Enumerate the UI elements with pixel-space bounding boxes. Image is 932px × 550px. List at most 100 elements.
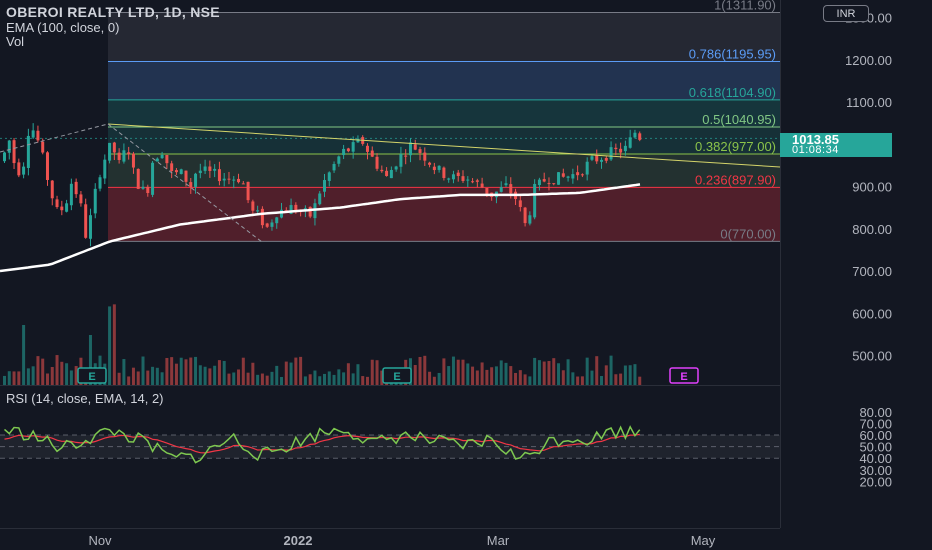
- candle-body: [370, 150, 374, 157]
- volume-bar: [485, 369, 489, 385]
- ema-legend[interactable]: EMA (100, close, 0): [6, 20, 120, 35]
- volume-bar: [241, 357, 245, 385]
- candle-body: [394, 166, 398, 170]
- price-tick-label: 600.00: [852, 306, 892, 321]
- candle-body: [461, 176, 465, 181]
- volume-bar: [600, 376, 604, 385]
- candle-body: [590, 156, 594, 160]
- candle-body: [576, 172, 580, 176]
- candle-body: [580, 174, 584, 176]
- candle-body: [189, 182, 193, 188]
- candle-body: [628, 137, 632, 148]
- candle-body: [542, 179, 546, 182]
- candle-body: [108, 142, 112, 161]
- candle-body: [246, 181, 250, 201]
- volume-bar: [585, 357, 589, 385]
- candle-body: [7, 140, 11, 153]
- candle-body: [523, 207, 527, 224]
- rsi-tick-label: 60.00: [859, 428, 892, 443]
- candle-body: [22, 166, 26, 175]
- ema-line: [0, 183, 641, 273]
- volume-bar: [17, 371, 21, 385]
- volume-legend[interactable]: Vol: [6, 34, 25, 49]
- rsi-tick-label: 50.00: [859, 440, 892, 455]
- candle-body: [623, 145, 627, 152]
- volume-bar: [155, 367, 159, 385]
- candle-body: [208, 166, 212, 171]
- symbol-title[interactable]: OBEROI REALTY LTD, 1D, NSE: [6, 4, 220, 20]
- volume-bar: [370, 359, 374, 385]
- currency-button[interactable]: INR: [823, 5, 869, 22]
- candle-body: [270, 222, 274, 227]
- candle-body: [174, 170, 178, 173]
- volume-bar: [184, 359, 188, 385]
- volume-bar: [623, 365, 627, 385]
- candle-body: [45, 152, 49, 180]
- candle-body: [36, 130, 40, 141]
- candles-group: [3, 123, 642, 247]
- candle-body: [17, 162, 21, 176]
- candle-body: [251, 201, 255, 211]
- volume-bar: [160, 372, 164, 385]
- time-tick-label: 2022: [284, 533, 313, 548]
- volume-bar: [194, 356, 198, 385]
- volume-bar: [141, 356, 145, 385]
- volume-bar: [461, 359, 465, 385]
- candle-body: [585, 161, 589, 175]
- volume-bar: [418, 356, 422, 385]
- candle-body: [528, 215, 532, 224]
- volume-bar: [590, 370, 594, 385]
- volume-bar: [456, 359, 460, 385]
- candle-body: [466, 179, 470, 181]
- candle-body: [280, 209, 284, 218]
- volume-bar: [533, 357, 537, 385]
- fib-level-label: 0(770.00): [720, 226, 776, 241]
- volume-bar: [327, 371, 331, 385]
- time-tick-label: Mar: [487, 533, 510, 548]
- volume-bar: [466, 363, 470, 385]
- volume-bar: [490, 367, 494, 385]
- rsi-line: [4, 425, 641, 464]
- candle-body: [480, 183, 484, 188]
- volume-bar: [633, 364, 637, 385]
- volume-bar: [217, 360, 221, 385]
- rsi-tick-label: 30.00: [859, 463, 892, 478]
- candle-body: [65, 203, 69, 212]
- volume-bar: [65, 363, 69, 385]
- volume-bar: [265, 375, 269, 385]
- candle-body: [275, 217, 279, 224]
- candle-body: [256, 210, 260, 212]
- rsi-tick-label: 40.00: [859, 451, 892, 466]
- volume-bar: [638, 376, 642, 385]
- fib-level-label: 1(1311.90): [714, 0, 776, 12]
- volume-bar: [365, 376, 369, 385]
- volume-bar: [432, 376, 436, 385]
- volume-bar: [41, 358, 45, 385]
- candle-body: [571, 174, 575, 179]
- candle-body: [117, 152, 121, 160]
- volume-bar: [375, 360, 379, 385]
- candle-body: [98, 177, 102, 189]
- volume-bar: [203, 366, 207, 385]
- volume-bar: [108, 306, 112, 385]
- candle-body: [127, 152, 131, 155]
- candle-body: [237, 178, 241, 183]
- volume-bar: [413, 365, 417, 385]
- candle-body: [308, 206, 312, 217]
- volume-bar: [208, 368, 212, 385]
- candle-body: [222, 178, 226, 181]
- volume-bar: [571, 372, 575, 385]
- volume-bar: [26, 368, 30, 385]
- candle-body: [385, 170, 389, 176]
- volume-bar: [289, 362, 293, 385]
- candle-body: [337, 156, 341, 164]
- candle-body: [112, 142, 116, 153]
- volume-bar: [423, 355, 427, 385]
- current-price-value: 1013.85: [792, 132, 839, 147]
- volume-bar: [356, 364, 360, 385]
- rsi-legend[interactable]: RSI (14, close, EMA, 14, 2): [6, 391, 164, 406]
- candle-body: [633, 132, 637, 138]
- volume-bar: [3, 375, 6, 385]
- volume-bar: [170, 357, 174, 385]
